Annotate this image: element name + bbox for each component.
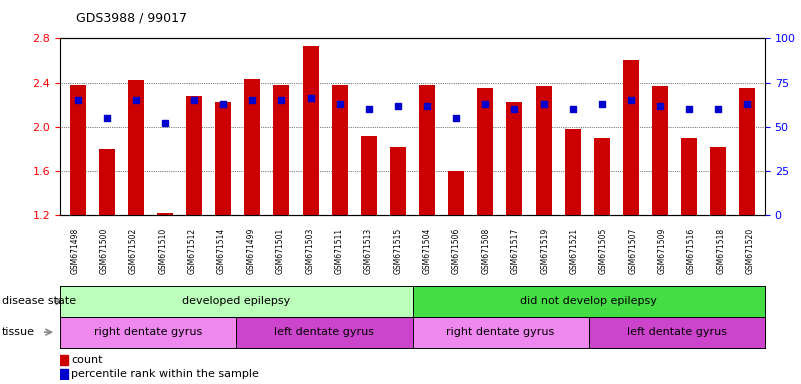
Text: right dentate gyrus: right dentate gyrus: [446, 327, 555, 337]
Point: [508, 106, 521, 112]
Text: GSM671510: GSM671510: [159, 227, 167, 274]
Text: left dentate gyrus: left dentate gyrus: [627, 327, 727, 337]
Point: [71, 97, 84, 103]
Text: GSM671514: GSM671514: [217, 227, 226, 274]
Text: left dentate gyrus: left dentate gyrus: [275, 327, 374, 337]
Point: [159, 120, 171, 126]
Point: [333, 101, 346, 107]
Bar: [477, 88, 493, 215]
Point: [625, 97, 638, 103]
Text: GSM671503: GSM671503: [305, 227, 314, 274]
Bar: [536, 86, 552, 215]
Text: GSM671501: GSM671501: [276, 227, 285, 274]
Text: GSM671517: GSM671517: [511, 227, 520, 274]
Text: GSM671507: GSM671507: [628, 227, 638, 274]
Bar: [710, 147, 727, 215]
Text: developed epilepsy: developed epilepsy: [182, 296, 291, 306]
Bar: [273, 85, 289, 215]
Point: [566, 106, 579, 112]
Point: [537, 101, 550, 107]
Text: did not develop epilepsy: did not develop epilepsy: [521, 296, 657, 306]
Text: GSM671500: GSM671500: [99, 227, 109, 274]
Text: GSM671504: GSM671504: [423, 227, 432, 274]
Bar: [186, 96, 202, 215]
Bar: [419, 85, 435, 215]
Bar: [215, 103, 231, 215]
Bar: [623, 61, 639, 215]
Text: GSM671499: GSM671499: [247, 227, 256, 274]
Text: GSM671516: GSM671516: [687, 227, 696, 274]
Point: [712, 106, 725, 112]
Text: GSM671502: GSM671502: [129, 227, 138, 274]
Point: [217, 101, 230, 107]
Bar: [99, 149, 115, 215]
Text: GSM671515: GSM671515: [393, 227, 402, 274]
Bar: [681, 138, 697, 215]
Point: [741, 101, 754, 107]
Point: [130, 97, 143, 103]
Bar: [303, 46, 319, 215]
Text: GSM671505: GSM671505: [599, 227, 608, 274]
Text: GSM671511: GSM671511: [335, 227, 344, 274]
Text: GSM671506: GSM671506: [452, 227, 461, 274]
Point: [362, 106, 375, 112]
Text: GSM671513: GSM671513: [364, 227, 373, 274]
Point: [450, 115, 463, 121]
Text: GSM671498: GSM671498: [70, 227, 79, 274]
Bar: [360, 136, 376, 215]
Text: GSM671518: GSM671518: [716, 227, 726, 274]
Bar: [70, 85, 86, 215]
Bar: [60, 355, 68, 364]
Text: GSM671520: GSM671520: [746, 227, 755, 274]
Bar: [157, 213, 173, 215]
Bar: [449, 171, 465, 215]
Text: GSM671519: GSM671519: [540, 227, 549, 274]
Bar: [506, 103, 522, 215]
Bar: [565, 129, 581, 215]
Bar: [739, 88, 755, 215]
Text: GSM671509: GSM671509: [658, 227, 666, 274]
Bar: [244, 79, 260, 215]
Bar: [332, 85, 348, 215]
Point: [304, 95, 317, 101]
Point: [682, 106, 695, 112]
Text: GSM671512: GSM671512: [187, 227, 197, 274]
Point: [421, 103, 433, 109]
Text: right dentate gyrus: right dentate gyrus: [94, 327, 203, 337]
Point: [275, 97, 288, 103]
Text: GDS3988 / 99017: GDS3988 / 99017: [76, 12, 187, 25]
Point: [479, 101, 492, 107]
Text: GSM671508: GSM671508: [481, 227, 490, 274]
Bar: [60, 369, 68, 379]
Point: [100, 115, 113, 121]
Text: disease state: disease state: [2, 296, 76, 306]
Bar: [390, 147, 406, 215]
Point: [392, 103, 405, 109]
Point: [246, 97, 259, 103]
Text: GSM671521: GSM671521: [570, 227, 578, 274]
Bar: [128, 80, 144, 215]
Point: [595, 101, 608, 107]
Text: percentile rank within the sample: percentile rank within the sample: [70, 369, 259, 379]
Point: [187, 97, 200, 103]
Bar: [594, 138, 610, 215]
Text: count: count: [70, 355, 103, 365]
Bar: [652, 86, 668, 215]
Point: [654, 103, 666, 109]
Text: tissue: tissue: [2, 327, 34, 337]
